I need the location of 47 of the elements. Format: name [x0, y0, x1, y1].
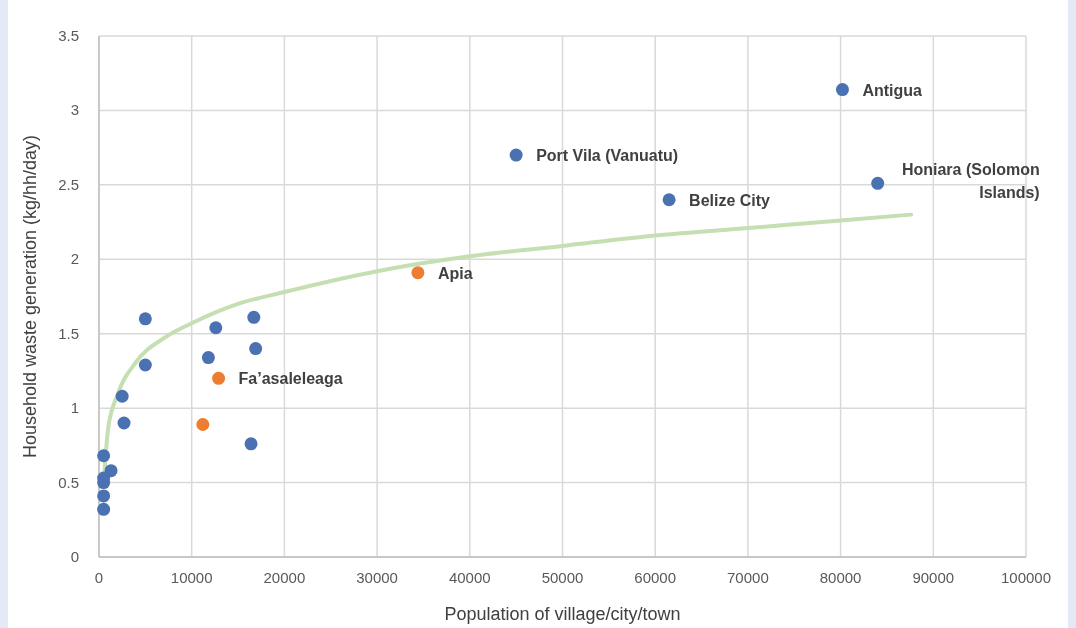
- point: [249, 342, 263, 356]
- y-tick-label: 0: [70, 548, 79, 565]
- y-tick-label: 3: [70, 101, 79, 119]
- point: [244, 437, 258, 451]
- x-tick-label: 50000: [541, 569, 584, 586]
- point: [138, 358, 152, 372]
- x-tick-label: 70000: [727, 569, 769, 586]
- annotation: Honiara (Solomon Islands): [901, 161, 1040, 202]
- point: [115, 389, 129, 403]
- point: [212, 371, 226, 385]
- point: [196, 418, 210, 432]
- point: [209, 321, 223, 335]
- y-tick-label: 2: [70, 250, 79, 268]
- point: [97, 449, 111, 463]
- annotation: Port Vila (Vanuatu): [536, 147, 679, 165]
- x-tick-label: 90000: [912, 569, 955, 586]
- y-tick-label: 0.5: [58, 473, 79, 491]
- x-tick-label: 100000: [1000, 569, 1052, 586]
- annotation: Fa’asaleleaga: [238, 370, 343, 388]
- x-tick-label: 80000: [819, 569, 862, 586]
- x-axis-title: Population of village/city/town: [444, 604, 681, 624]
- x-tick-label: 0: [94, 569, 104, 586]
- point: [411, 266, 425, 280]
- x-tick-label: 30000: [356, 569, 398, 586]
- y-tick-label: 1.5: [58, 324, 79, 342]
- point: [97, 489, 111, 503]
- point: [117, 416, 131, 430]
- y-tick-label: 2.5: [58, 175, 79, 193]
- point: [509, 148, 523, 162]
- annotation: Apia: [437, 264, 473, 282]
- x-tick-label: 10000: [170, 569, 213, 586]
- point: [871, 176, 885, 190]
- annotation: Belize City: [689, 191, 771, 209]
- point: [97, 502, 111, 516]
- y-tick-label: 3.5: [58, 27, 79, 44]
- y-axis-title: Household waste generation (kg/hh/day): [20, 134, 40, 459]
- point: [247, 310, 261, 324]
- point: [138, 312, 152, 326]
- point: [835, 83, 849, 97]
- x-tick-label: 40000: [448, 569, 491, 586]
- y-tick-label: 1: [70, 399, 79, 417]
- point: [662, 193, 676, 207]
- point: [104, 464, 118, 478]
- annotation: Antigua: [862, 81, 923, 99]
- x-tick-label: 60000: [634, 569, 677, 586]
- x-tick-label: 20000: [263, 569, 306, 586]
- point: [201, 351, 215, 365]
